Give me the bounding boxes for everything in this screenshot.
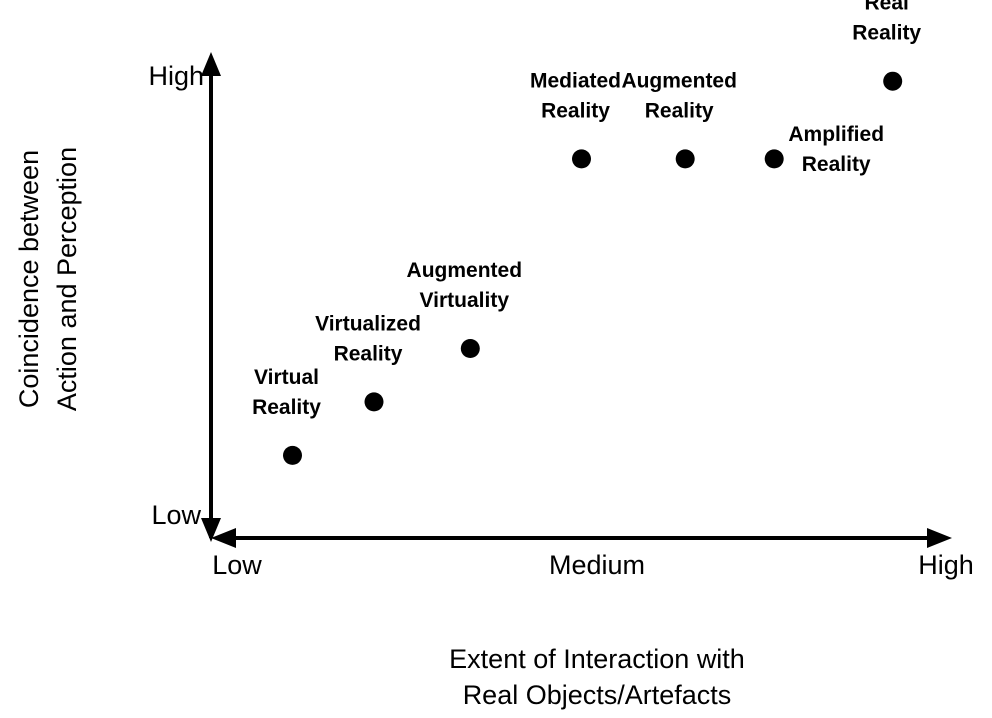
point-label-line: Reality — [802, 153, 871, 176]
point-amplified-reality — [764, 149, 784, 169]
x-axis-arrowhead-left — [211, 528, 236, 548]
point-label-augmented-virtuality: Augmented Virtuality — [407, 259, 523, 312]
x-tick-medium: Medium — [549, 550, 645, 580]
point-label-line: Virtuality — [420, 289, 510, 312]
point-label-virtualized-reality: Virtualized Reality — [315, 312, 421, 365]
point-label-line: Mediated — [530, 69, 621, 92]
point-label-line: Virtualized — [315, 312, 421, 335]
point-label-line: Real — [865, 0, 909, 15]
point-mediated-reality — [572, 149, 591, 169]
y-tick-high: High — [148, 61, 204, 91]
x-axis-title-line-1: Extent of Interaction with — [449, 644, 745, 674]
point-label-augmented-reality: Augmented Reality — [621, 69, 737, 122]
x-axis-arrowhead-right — [927, 528, 952, 548]
data-points — [283, 71, 903, 465]
y-axis-arrowhead-bottom — [201, 518, 221, 542]
x-axis-title: Extent of Interaction with Real Objects/… — [449, 644, 745, 710]
point-label-line: Reality — [334, 342, 403, 365]
x-tick-high: High — [918, 550, 974, 580]
point-label-line: Reality — [541, 99, 610, 122]
y-axis-title-line-2: Action and Perception — [52, 147, 82, 411]
axes — [201, 52, 952, 548]
x-axis-title-line-2: Real Objects/Artefacts — [463, 680, 732, 710]
point-virtual-reality — [283, 445, 302, 465]
point-label-line: Augmented — [621, 69, 737, 92]
y-axis-title-line-1: Coincidence between — [14, 150, 44, 408]
y-axis-arrowhead-top — [201, 52, 221, 76]
point-label-virtual-reality: Virtual Reality — [252, 366, 321, 419]
point-label-line: Reality — [852, 22, 921, 45]
y-tick-low: Low — [151, 500, 201, 530]
y-tick-labels: High Low — [148, 61, 204, 530]
point-label-line: Amplified — [788, 123, 884, 146]
point-label-line: Reality — [645, 99, 714, 122]
y-axis-title: Coincidence between Action and Perceptio… — [14, 147, 82, 411]
point-label-mediated-reality: Mediated Reality — [530, 69, 621, 122]
point-label-line: Reality — [252, 396, 321, 419]
point-augmented-reality — [675, 149, 695, 169]
point-label-line: Augmented — [407, 259, 523, 282]
point-label-real-reality: Real Reality — [852, 0, 921, 45]
point-virtualized-reality — [364, 392, 384, 412]
point-label-line: Virtual — [254, 366, 319, 389]
point-label-amplified-reality: Amplified Reality — [788, 123, 884, 176]
point-real-reality — [883, 71, 903, 91]
point-augmented-virtuality — [460, 339, 480, 358]
x-tick-low: Low — [212, 550, 262, 580]
x-tick-labels: Low Medium High — [212, 550, 974, 580]
